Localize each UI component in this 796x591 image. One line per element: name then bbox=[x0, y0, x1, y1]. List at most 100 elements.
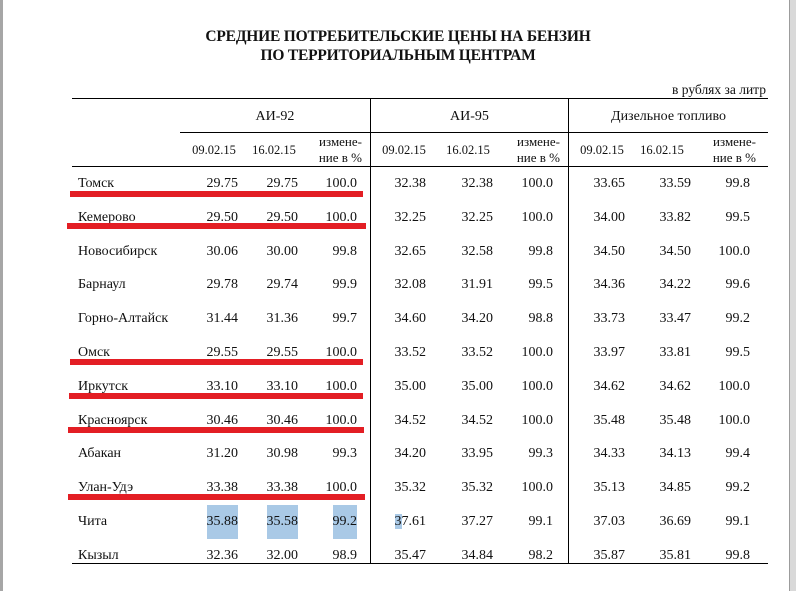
ai95-date1-value: 32.25 bbox=[394, 209, 427, 225]
diesel-date2-value: 34.22 bbox=[659, 277, 692, 293]
ai95-date2-value: 35.32 bbox=[461, 480, 494, 496]
diesel-date2-value: 34.13 bbox=[659, 446, 692, 462]
diesel-date2-value: 33.59 bbox=[659, 176, 692, 191]
ai92-date1-value: 33.38 bbox=[206, 480, 239, 496]
table-row: Кызыл 32.36 32.00 98.9 35.47 34.84 98.2 35.87 35… bbox=[70, 539, 786, 573]
subheader-ai92-change: измене- ние в % bbox=[300, 134, 362, 166]
red-underline-ulan-ude bbox=[68, 494, 365, 500]
diesel-date2-value: 34.50 bbox=[659, 243, 692, 259]
ai95-date1-value: 35.00 bbox=[394, 378, 427, 394]
ai95-date1-value: 34.52 bbox=[394, 412, 427, 428]
diesel-date2-value: 33.82 bbox=[659, 209, 692, 225]
ai92-date1-value: 31.20 bbox=[206, 446, 239, 462]
subheader-ai92-date1: 09.02.15 bbox=[192, 143, 236, 157]
diesel-change-value: 100.0 bbox=[718, 412, 751, 428]
ai92-date2-value: 35.58 bbox=[266, 505, 298, 539]
ai95-date1-value: 32.38 bbox=[394, 176, 427, 191]
ai95-change-value: 100.0 bbox=[521, 209, 554, 225]
ai92-date1-value: 29.55 bbox=[206, 345, 239, 360]
ai95-change-value: 99.5 bbox=[528, 277, 554, 293]
diesel-date1-value: 34.33 bbox=[593, 446, 626, 462]
group-header-ai95: АИ-95 bbox=[450, 109, 489, 124]
city-name: Томск bbox=[78, 176, 115, 191]
diesel-date1-value: 37.03 bbox=[593, 514, 626, 529]
ai92-date2-value: 32.00 bbox=[266, 547, 299, 563]
table-row: Барнаул 29.78 29.74 99.9 32.08 31.91 99.5 34.36… bbox=[70, 268, 786, 302]
table-row: Томск 29.75 29.75 100.0 32.38 32.38 100.0 33.65… bbox=[70, 167, 786, 201]
diesel-change-value: 99.5 bbox=[725, 209, 751, 225]
diesel-date1-value: 35.87 bbox=[593, 547, 626, 563]
diesel-date2-value: 35.48 bbox=[659, 412, 692, 428]
ai95-date2-value: 34.20 bbox=[461, 311, 494, 327]
ai95-date2-value: 34.52 bbox=[461, 412, 494, 428]
subheader-ai95-date2: 16.02.15 bbox=[446, 143, 490, 157]
diesel-change-value: 99.5 bbox=[725, 345, 751, 360]
ai95-change-value: 100.0 bbox=[521, 480, 554, 496]
diesel-date2-value: 34.85 bbox=[659, 480, 692, 496]
ai95-date2-value: 35.00 bbox=[461, 378, 494, 394]
ai92-date2-value: 29.50 bbox=[266, 209, 299, 225]
ai95-date2-value: 32.25 bbox=[461, 209, 494, 225]
ai92-date1-value: 33.10 bbox=[206, 378, 239, 394]
table-row: Кемерово 29.50 29.50 100.0 32.25 32.25 100.0 34… bbox=[70, 201, 786, 235]
table-row: Красноярск 30.46 30.46 100.0 34.52 34.52 100.0… bbox=[70, 404, 786, 438]
diesel-change-value: 99.2 bbox=[725, 480, 751, 496]
units-label: в рублях за литр bbox=[672, 82, 766, 97]
city-name: Омск bbox=[78, 345, 110, 360]
table-bottom-rule bbox=[72, 563, 768, 564]
table-row: Новосибирск 30.06 30.00 99.8 32.65 32.58 99.8 3… bbox=[70, 235, 786, 269]
city-name: Абакан bbox=[78, 446, 122, 462]
table-row: Горно-Алтайск 31.44 31.36 99.7 34.60 34.20 98.… bbox=[70, 302, 786, 336]
ai95-date2-value: 31.91 bbox=[461, 277, 494, 293]
red-underline-tomsk bbox=[70, 191, 363, 197]
page-title: СРЕДНИЕ ПОТРЕБИТЕЛЬСКИЕ ЦЕНЫ НА БЕНЗИН П… bbox=[0, 27, 796, 65]
table-row: Чита 35.88 35.58 99.2 37.61 37.27 99.1 37.03 36.… bbox=[70, 505, 786, 539]
ai95-date2-value: 37.27 bbox=[461, 514, 494, 529]
diesel-date1-value: 34.00 bbox=[593, 209, 626, 225]
city-name: Чита bbox=[78, 514, 108, 529]
header-bottom-rule bbox=[72, 166, 768, 167]
ai92-date2-value: 33.38 bbox=[266, 480, 299, 496]
ai92-change-value: 100.0 bbox=[325, 412, 358, 428]
ai92-date2-value: 30.46 bbox=[266, 412, 299, 428]
subheader-ai92-date2: 16.02.15 bbox=[252, 143, 296, 157]
ai95-change-value: 99.3 bbox=[528, 446, 554, 462]
diesel-date2-value: 33.81 bbox=[659, 345, 692, 360]
ai92-date1-value: 31.44 bbox=[206, 311, 239, 327]
diesel-date1-value: 33.97 bbox=[593, 345, 626, 360]
diesel-date2-value: 34.62 bbox=[659, 378, 692, 394]
ai95-date1-value: 34.60 bbox=[394, 311, 427, 327]
ai92-date2-value: 30.98 bbox=[266, 446, 299, 462]
city-name: Новосибирск bbox=[78, 243, 158, 259]
diesel-change-value: 99.2 bbox=[725, 311, 751, 327]
selection-highlight: 3 bbox=[394, 514, 402, 529]
diesel-date2-value: 33.47 bbox=[659, 311, 692, 327]
ai92-change-value: 99.3 bbox=[332, 446, 358, 462]
ai95-date1-value: 32.65 bbox=[394, 243, 427, 259]
ai95-change-value: 100.0 bbox=[521, 345, 554, 360]
city-name: Иркутск bbox=[78, 378, 129, 394]
ai92-date2-value: 30.00 bbox=[266, 243, 299, 259]
ai92-date1-value: 32.36 bbox=[206, 547, 239, 563]
change-label-line2: ние в % bbox=[712, 150, 756, 165]
ai95-date2-value: 32.38 bbox=[461, 176, 494, 191]
ai95-change-value: 99.8 bbox=[528, 243, 554, 259]
red-underline-irkutsk bbox=[69, 393, 363, 399]
ai92-change-value: 99.8 bbox=[332, 243, 358, 259]
city-name: Горно-Алтайск bbox=[78, 311, 169, 327]
ai92-change-value: 98.9 bbox=[332, 547, 358, 563]
city-name: Барнаул bbox=[78, 277, 126, 293]
ai92-change-value: 100.0 bbox=[325, 209, 358, 225]
ai95-date2-value: 32.58 bbox=[461, 243, 494, 259]
table-row: Абакан 31.20 30.98 99.3 34.20 33.95 99.3 34.33 3… bbox=[70, 437, 786, 471]
diesel-change-value: 99.8 bbox=[725, 176, 751, 191]
ai92-date1-value: 30.06 bbox=[206, 243, 239, 259]
ai92-date2-value: 29.75 bbox=[266, 176, 299, 191]
ai95-change-value: 100.0 bbox=[521, 176, 554, 191]
ai92-date2-value: 33.10 bbox=[266, 378, 299, 394]
diesel-date2-value: 36.69 bbox=[659, 514, 692, 529]
diesel-date1-value: 33.73 bbox=[593, 311, 626, 327]
city-name: Улан-Удэ bbox=[78, 480, 134, 496]
column-divider-diesel bbox=[568, 98, 569, 564]
change-label-line2: ние в % bbox=[516, 150, 560, 165]
